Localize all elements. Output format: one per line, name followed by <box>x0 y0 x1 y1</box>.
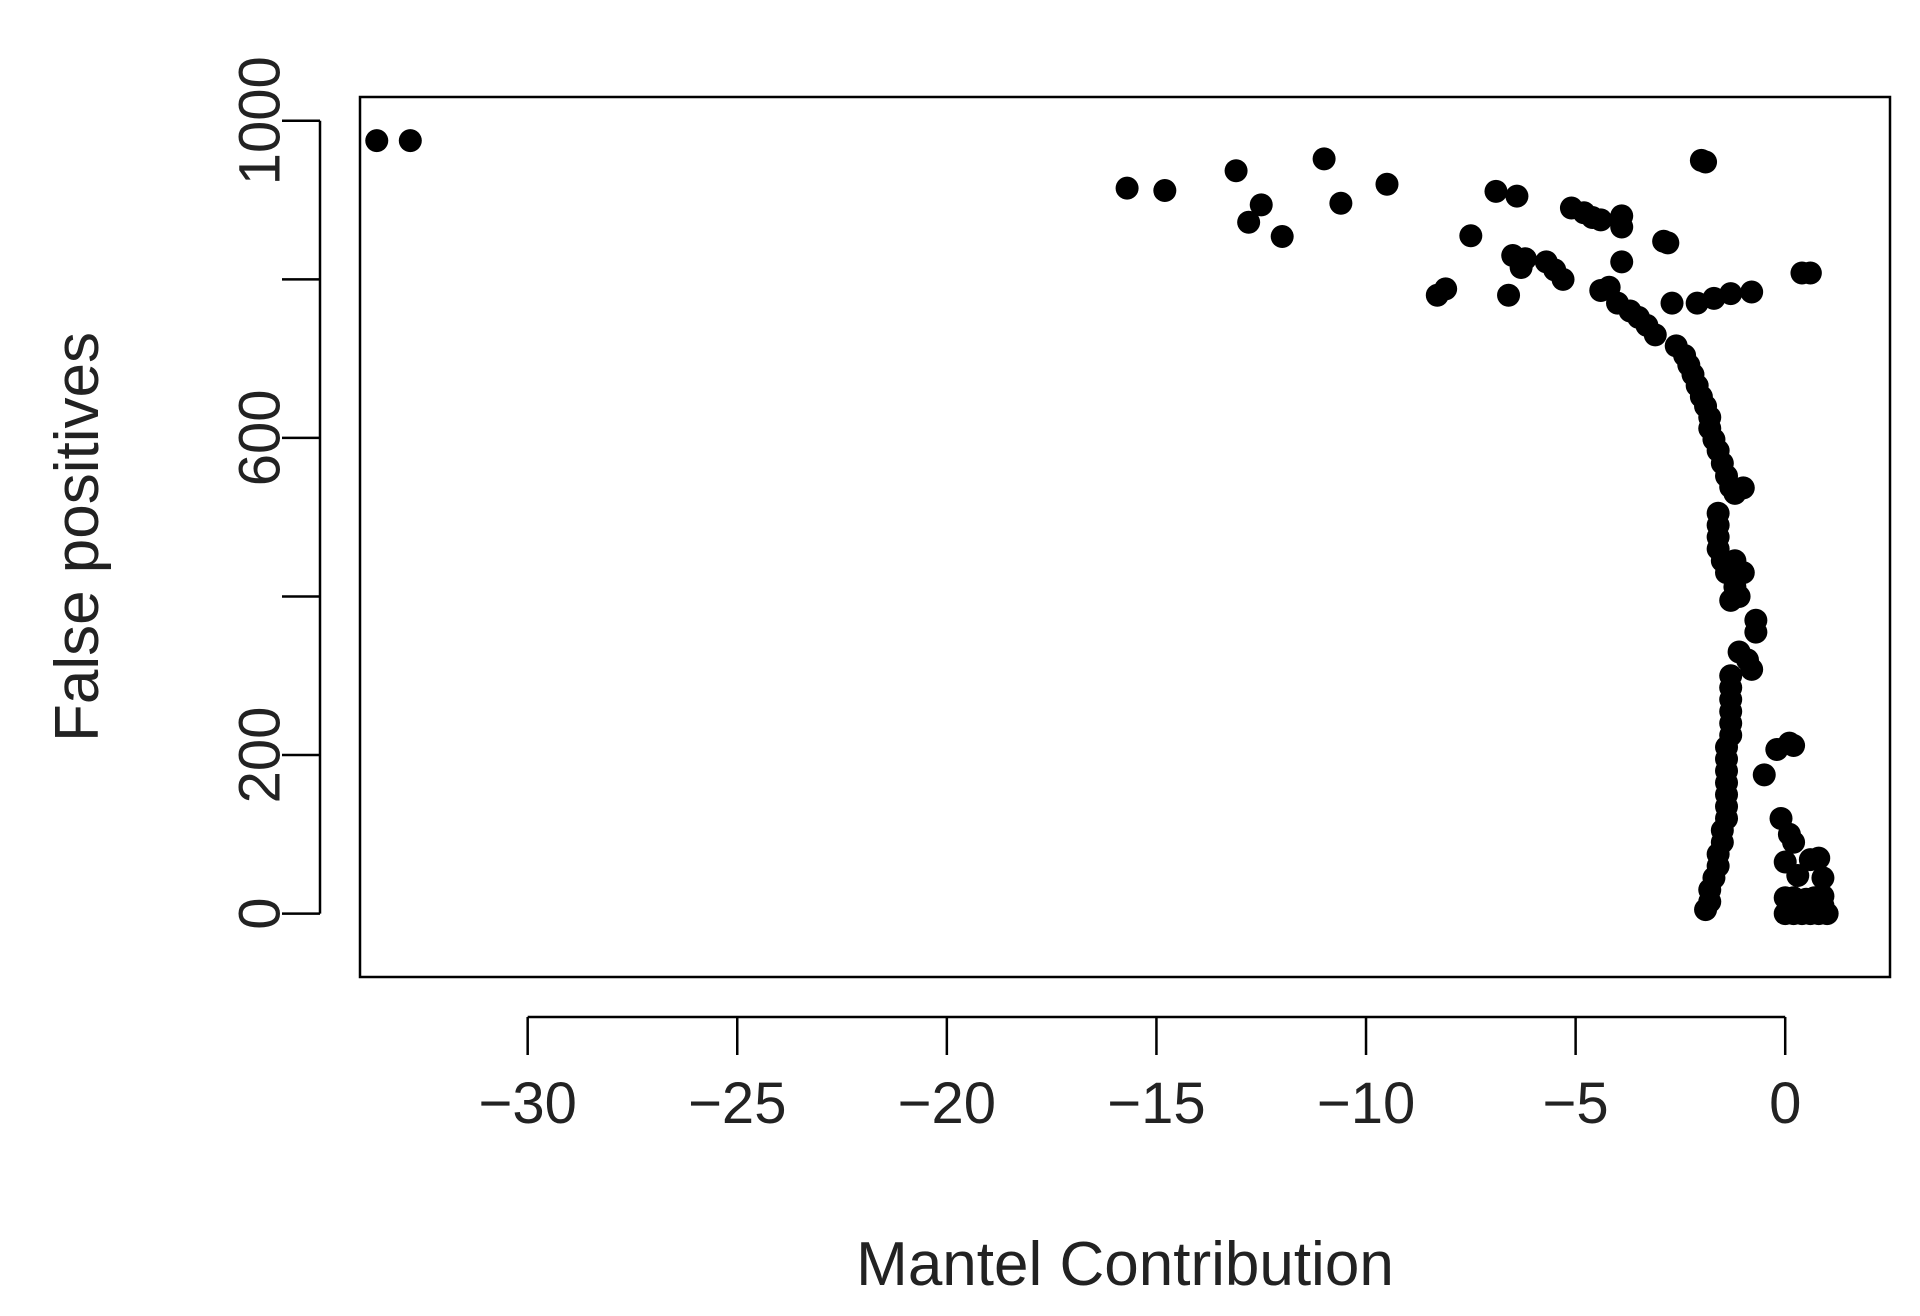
data-point <box>1794 894 1818 918</box>
data-point <box>1731 476 1755 500</box>
data-point <box>1719 282 1743 306</box>
x-tick-label: −20 <box>898 1071 996 1136</box>
data-point <box>1224 159 1248 183</box>
data-point <box>1782 830 1806 854</box>
data-point <box>1505 184 1529 208</box>
x-tick-label: −5 <box>1543 1071 1609 1136</box>
x-axis-title: Mantel Contribution <box>856 1230 1394 1299</box>
data-point <box>1811 866 1835 890</box>
x-tick-label: −25 <box>688 1071 786 1136</box>
x-tick-label: 0 <box>1769 1071 1801 1136</box>
data-point <box>1744 620 1768 644</box>
y-tick-label: 600 <box>228 390 293 487</box>
data-point <box>1459 224 1483 248</box>
data-point <box>1484 179 1508 203</box>
data-point <box>1434 277 1458 301</box>
data-point <box>1740 280 1764 304</box>
data-point <box>1694 150 1718 174</box>
x-tick-label: −15 <box>1107 1071 1205 1136</box>
y-tick-label: 200 <box>228 707 293 804</box>
data-point <box>1329 191 1353 215</box>
data-point <box>1249 193 1273 217</box>
data-point <box>365 129 389 153</box>
y-tick-label: 0 <box>228 897 293 929</box>
data-point <box>1807 846 1831 870</box>
data-point <box>1610 215 1634 239</box>
data-point <box>1727 584 1751 608</box>
data-point <box>1777 895 1801 919</box>
data-point <box>1786 864 1810 888</box>
data-point <box>1589 208 1613 232</box>
x-axis: −30 −25 −20 −15 −10 −5 0 <box>478 1015 1801 1136</box>
data-point <box>1782 734 1806 758</box>
data-point <box>1115 176 1139 200</box>
data-point <box>1660 291 1684 315</box>
data-point <box>1656 231 1680 255</box>
plot-frame <box>358 95 1892 979</box>
data-point <box>398 129 422 153</box>
data-point <box>1237 210 1261 234</box>
y-axis-title: False positives <box>43 332 112 742</box>
data-point <box>1798 261 1822 285</box>
data-point <box>1551 267 1575 291</box>
data-point <box>1270 225 1294 249</box>
data-point <box>1643 323 1667 347</box>
x-tick-label: −30 <box>478 1071 576 1136</box>
data-points <box>365 129 1839 926</box>
y-axis: 0 200 600 1000 <box>228 56 322 930</box>
data-point <box>1752 763 1776 787</box>
data-point <box>1610 250 1634 274</box>
y-tick-label: 1000 <box>228 56 293 185</box>
data-point <box>1153 179 1177 203</box>
data-point <box>1375 172 1399 196</box>
data-point <box>1694 898 1718 922</box>
data-point <box>1811 894 1835 918</box>
data-point <box>1497 283 1521 307</box>
data-point <box>1312 147 1336 171</box>
data-point <box>1740 657 1764 681</box>
data-point <box>1513 247 1537 271</box>
x-tick-label: −10 <box>1317 1071 1415 1136</box>
